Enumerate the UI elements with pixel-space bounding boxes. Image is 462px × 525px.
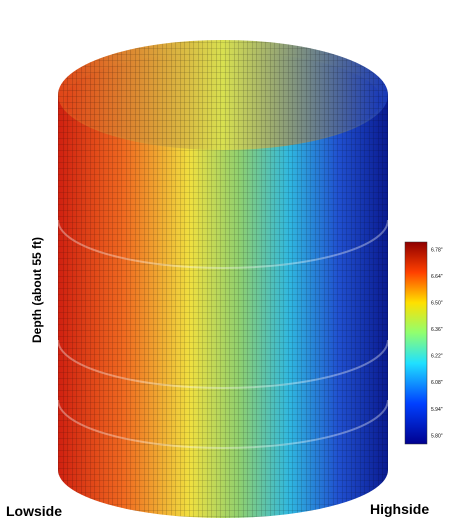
- colorbar: 6.78" 6.64" 6.50" 6.36" 6.22" 6.08" 5.94" 5.80": [404, 241, 443, 445]
- colorbar-tick-label: 6.78": [431, 247, 443, 253]
- colorbar-tick-label: 6.36": [431, 327, 443, 333]
- highside-label: Highside: [370, 501, 429, 517]
- colorbar-tick-label: 6.64": [431, 274, 443, 280]
- lowside-label: Lowside: [6, 503, 62, 519]
- colorbar-tick-label: 6.08": [431, 380, 443, 386]
- cylinder: [58, 40, 388, 518]
- colorbar-tick-label: 5.94": [431, 407, 443, 413]
- colorbar-tick-label: 6.22": [431, 354, 443, 360]
- colorbar-tick-label: 5.80": [431, 433, 443, 439]
- colorbar-tick-label: 6.50": [431, 300, 443, 306]
- colorbar-scale: [404, 241, 428, 445]
- depth-label: Depth (about 55 ft): [30, 237, 44, 343]
